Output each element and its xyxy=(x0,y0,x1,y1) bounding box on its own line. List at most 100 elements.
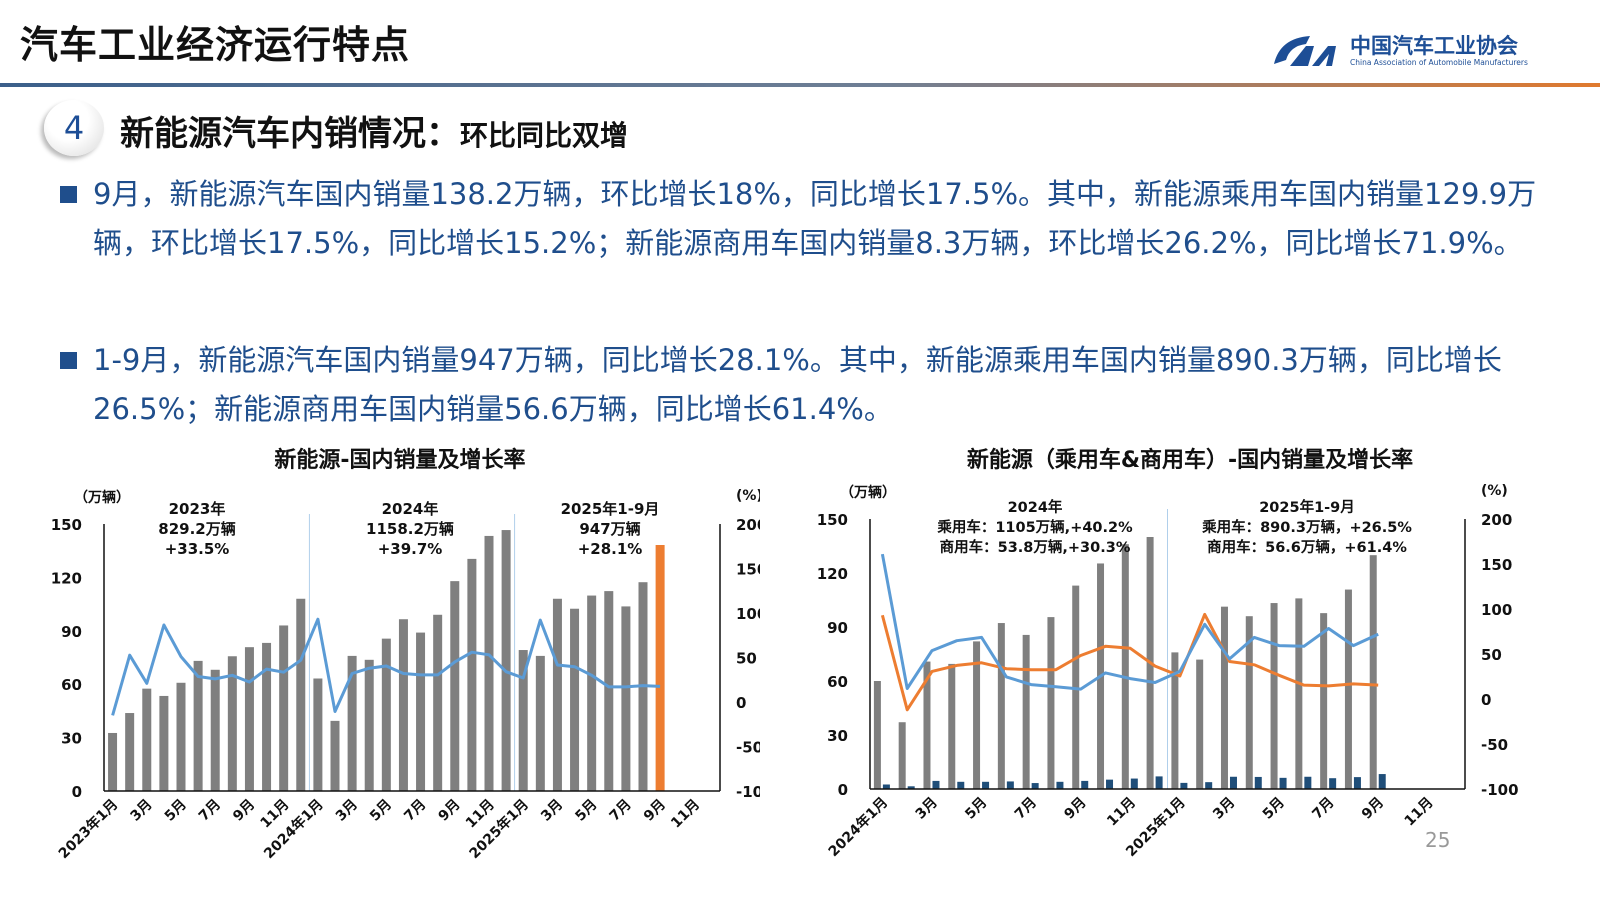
bar-s0-m1 xyxy=(898,722,906,789)
x-tick-label: 7月 xyxy=(401,797,429,825)
y-tick-label: 0 xyxy=(838,781,848,799)
bullet-square-icon xyxy=(60,352,77,369)
bar-s0-m14 xyxy=(1220,606,1228,789)
bar-s0-m16 xyxy=(1270,603,1278,789)
y2-tick-label: 100 xyxy=(736,605,760,623)
line-series-2 xyxy=(880,612,1379,712)
x-tick-label: 5月 xyxy=(572,797,600,825)
y-tick-label: 120 xyxy=(817,565,848,583)
bar-s1-m2 xyxy=(932,780,940,789)
bar-s0-m2 xyxy=(923,661,931,789)
bar-s0-m11 xyxy=(296,598,306,791)
bar-s1-m1 xyxy=(907,786,915,789)
x-tick-label: 3月 xyxy=(333,797,361,825)
bar-s1-m15 xyxy=(1254,776,1262,789)
bar-s1-m19 xyxy=(1353,777,1361,789)
bar-s0-m2 xyxy=(142,688,152,791)
y-tick-label: 60 xyxy=(61,676,82,694)
section-heading-main: 新能源汽车内销情况： xyxy=(120,114,460,154)
y-tick-label: 90 xyxy=(827,619,848,637)
bar-s1-m12 xyxy=(1180,782,1188,789)
y2-tick-label: -50 xyxy=(736,739,760,757)
x-tick-label: 9月 xyxy=(435,797,463,825)
bullet-item: 9月，新能源汽车国内销量138.2万辆，环比增长18%，同比增长17.5%。其中… xyxy=(60,170,1540,268)
bar-s1-m14 xyxy=(1229,776,1237,789)
bar-s0-m23 xyxy=(501,530,511,791)
y2-tick-label: 150 xyxy=(1481,556,1512,574)
page-number: 25 xyxy=(1425,828,1451,852)
y-tick-label: 30 xyxy=(827,727,848,745)
x-tick-label: 11月 xyxy=(1104,795,1139,830)
bar-s0-m17 xyxy=(1295,598,1303,789)
annotation-text: 2024年 xyxy=(1008,498,1063,516)
logo-text-cn: 中国汽车工业协会 xyxy=(1350,34,1518,58)
annotation-text: 乘用车：890.3万辆，+26.5% xyxy=(1201,518,1412,536)
bar-s1-m17 xyxy=(1304,776,1312,789)
x-tick-label: 9月 xyxy=(1061,795,1089,823)
bar-s0-m0 xyxy=(873,681,881,789)
x-tick-label: 2024年1月 xyxy=(825,794,891,860)
annotation-text: +33.5% xyxy=(165,540,230,558)
bar-s0-m27 xyxy=(570,608,580,791)
line-series-1 xyxy=(111,617,661,716)
annotation-text: 2023年 xyxy=(169,500,226,518)
bar-s0-m5 xyxy=(997,623,1005,789)
bar-s0-m14 xyxy=(347,655,357,791)
bar-s0-m21 xyxy=(467,558,477,791)
x-tick-label: 5月 xyxy=(1260,795,1288,823)
bar-s1-m4 xyxy=(982,781,990,789)
y2-tick-label: 200 xyxy=(1481,511,1512,529)
bar-s0-m15 xyxy=(364,659,374,791)
bar-s0-m28 xyxy=(587,595,597,791)
annotation-text: 商用车：56.6万辆，+61.4% xyxy=(1207,538,1407,556)
logo-text-en: China Association of Automobile Manufact… xyxy=(1350,58,1528,67)
y2-tick-label: -100 xyxy=(1481,781,1519,799)
y2-tick-label: 150 xyxy=(736,561,760,579)
annotation-text: 2024年 xyxy=(382,500,439,518)
section-heading-sub: 环比同比双增 xyxy=(460,119,629,152)
x-tick-label: 7月 xyxy=(1012,795,1040,823)
bar-s0-m10 xyxy=(279,625,289,791)
bar-s0-m0 xyxy=(108,732,118,791)
y2-tick-label: 0 xyxy=(1481,691,1491,709)
y-tick-label: 90 xyxy=(61,623,82,641)
line-series-3 xyxy=(880,553,1379,691)
chart2-title: 新能源（乘用车&商用车）-国内销量及增长率 xyxy=(966,448,1414,473)
bar-s0-m18 xyxy=(1320,613,1328,789)
annotation-text: +39.7% xyxy=(378,540,443,558)
annotation-text: 1158.2万辆 xyxy=(366,520,454,538)
bar-s0-m6 xyxy=(1022,634,1030,789)
annotation-text: 乘用车：1105万辆,+40.2% xyxy=(936,518,1133,536)
x-tick-label: 11月 xyxy=(1402,795,1437,830)
x-tick-label: 3月 xyxy=(127,797,155,825)
bar-s0-m9 xyxy=(262,642,272,791)
bar-s1-m13 xyxy=(1205,782,1213,789)
y-tick-label: 150 xyxy=(817,511,848,529)
x-tick-label: 9月 xyxy=(1359,795,1387,823)
bar-s1-m3 xyxy=(957,781,965,789)
bar-s1-m18 xyxy=(1329,778,1337,789)
annotation-text: 829.2万辆 xyxy=(158,520,235,538)
x-tick-label: 7月 xyxy=(607,797,635,825)
page-title: 汽车工业经济运行特点 xyxy=(20,23,411,67)
bullet-square-icon xyxy=(60,186,77,203)
y2-tick-label: 200 xyxy=(736,516,760,534)
y2-tick-label: 50 xyxy=(1481,646,1502,664)
bar-s0-m16 xyxy=(381,638,391,791)
x-tick-label: 11月 xyxy=(668,797,703,832)
annotation-text: 商用车：53.8万辆,+30.3% xyxy=(940,538,1131,556)
y-tick-label: 30 xyxy=(61,730,82,748)
y2-axis-unit: (%) xyxy=(1481,483,1508,499)
y-tick-label: 0 xyxy=(72,783,82,801)
bar-s0-m7 xyxy=(227,656,237,791)
bar-s1-m7 xyxy=(1056,781,1064,789)
chart2: 0 30 60 90 120 150 -100 -50 0 50 100 150 200 （万辆） (%) 2… xyxy=(817,483,1519,860)
x-tick-label: 5月 xyxy=(162,797,190,825)
x-tick-label: 3月 xyxy=(1210,795,1238,823)
bar-s1-m10 xyxy=(1130,778,1138,789)
y2-axis-unit: (%) xyxy=(736,488,760,504)
bar-s0-m7 xyxy=(1047,617,1055,789)
bar-s1-m20 xyxy=(1378,774,1386,789)
header-divider xyxy=(0,83,1600,87)
x-tick-label: 5月 xyxy=(962,795,990,823)
